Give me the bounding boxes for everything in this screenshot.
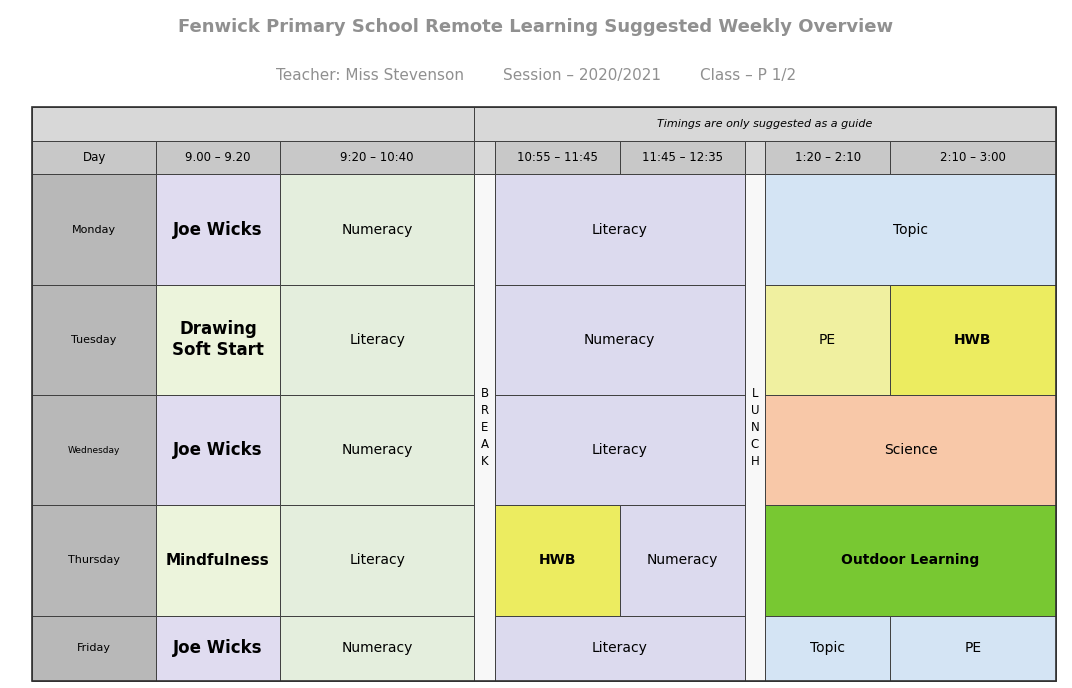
Text: Topic: Topic xyxy=(893,223,928,237)
Bar xyxy=(890,285,1056,395)
Text: Monday: Monday xyxy=(72,224,116,235)
Text: Joe Wicks: Joe Wicks xyxy=(174,639,263,657)
Bar xyxy=(475,107,1056,140)
Bar xyxy=(32,140,157,175)
Bar xyxy=(765,505,1056,616)
Text: Numeracy: Numeracy xyxy=(646,553,718,568)
Bar xyxy=(620,505,745,616)
Bar xyxy=(157,175,280,285)
Bar xyxy=(620,140,745,175)
Bar xyxy=(32,505,157,616)
Text: Numeracy: Numeracy xyxy=(584,333,655,347)
Bar xyxy=(157,285,280,395)
Bar xyxy=(495,285,745,395)
Text: Friday: Friday xyxy=(77,643,111,654)
Text: Thursday: Thursday xyxy=(69,555,120,566)
Text: 11:45 – 12:35: 11:45 – 12:35 xyxy=(642,151,723,164)
Text: Timings are only suggested as a guide: Timings are only suggested as a guide xyxy=(657,118,873,129)
Text: HWB: HWB xyxy=(538,553,576,568)
Bar xyxy=(157,505,280,616)
Bar xyxy=(280,616,475,681)
Text: 10:55 – 11:45: 10:55 – 11:45 xyxy=(517,151,598,164)
Bar xyxy=(280,505,475,616)
Text: Literacy: Literacy xyxy=(349,333,405,347)
Text: Topic: Topic xyxy=(810,641,845,656)
Text: Science: Science xyxy=(883,443,937,458)
Text: Outdoor Learning: Outdoor Learning xyxy=(842,553,980,568)
Text: Fenwick Primary School Remote Learning Suggested Weekly Overview: Fenwick Primary School Remote Learning S… xyxy=(178,18,894,36)
Bar xyxy=(765,616,890,681)
Bar xyxy=(280,395,475,505)
Bar xyxy=(745,175,765,681)
Bar xyxy=(157,140,280,175)
Text: Drawing
Soft Start: Drawing Soft Start xyxy=(172,321,264,359)
Bar xyxy=(765,175,1056,285)
Bar xyxy=(32,285,157,395)
Text: 1:20 – 2:10: 1:20 – 2:10 xyxy=(794,151,861,164)
Bar xyxy=(157,616,280,681)
Bar xyxy=(32,395,157,505)
Text: L
U
N
C
H: L U N C H xyxy=(750,387,759,469)
Bar xyxy=(495,505,620,616)
Text: Joe Wicks: Joe Wicks xyxy=(174,221,263,239)
Bar xyxy=(32,175,157,285)
Bar xyxy=(765,395,1056,505)
Text: PE: PE xyxy=(965,641,982,656)
Text: Literacy: Literacy xyxy=(592,443,647,458)
Text: B
R
E
A
K: B R E A K xyxy=(480,387,489,469)
Bar xyxy=(280,285,475,395)
Text: Numeracy: Numeracy xyxy=(342,223,413,237)
Bar xyxy=(745,140,765,175)
Bar xyxy=(157,395,280,505)
Text: Literacy: Literacy xyxy=(349,553,405,568)
Text: Wednesday: Wednesday xyxy=(68,446,120,455)
Text: Joe Wicks: Joe Wicks xyxy=(174,441,263,459)
Bar xyxy=(495,140,620,175)
Bar xyxy=(475,140,495,175)
Text: Day: Day xyxy=(83,151,106,164)
Text: Numeracy: Numeracy xyxy=(342,443,413,458)
Bar xyxy=(890,616,1056,681)
Bar xyxy=(32,616,157,681)
Text: Tuesday: Tuesday xyxy=(72,335,117,345)
Bar xyxy=(765,285,890,395)
Text: Mindfulness: Mindfulness xyxy=(166,553,270,568)
Bar xyxy=(475,175,495,681)
Text: 2:10 – 3:00: 2:10 – 3:00 xyxy=(940,151,1006,164)
Bar xyxy=(495,175,745,285)
Text: Numeracy: Numeracy xyxy=(342,641,413,656)
Bar xyxy=(495,395,745,505)
Text: 9:20 – 10:40: 9:20 – 10:40 xyxy=(341,151,414,164)
Bar xyxy=(280,175,475,285)
Text: Literacy: Literacy xyxy=(592,223,647,237)
Text: 9.00 – 9.20: 9.00 – 9.20 xyxy=(185,151,251,164)
Text: Literacy: Literacy xyxy=(592,641,647,656)
Text: PE: PE xyxy=(819,333,836,347)
Bar xyxy=(32,107,475,140)
Bar xyxy=(765,140,890,175)
Text: HWB: HWB xyxy=(954,333,992,347)
Bar xyxy=(890,140,1056,175)
Bar xyxy=(495,616,745,681)
Bar xyxy=(280,140,475,175)
Text: Teacher: Miss Stevenson        Session – 2020/2021        Class – P 1/2: Teacher: Miss Stevenson Session – 2020/2… xyxy=(276,67,796,83)
